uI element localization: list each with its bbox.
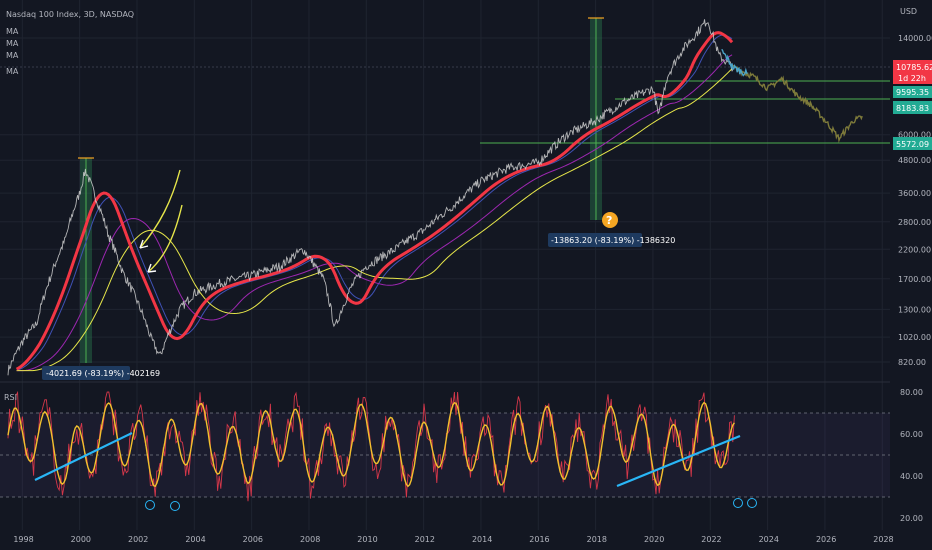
rsi-ma-line: [7, 401, 735, 488]
price-tick-label: 4800.00: [898, 156, 931, 165]
level1-tag: 9595.35: [893, 86, 932, 98]
arrow-head-2: [147, 263, 157, 273]
chart-title: Nasdaq 100 Index, 3D, NASDAQ: [6, 10, 134, 19]
time-tick-label: 2014: [472, 535, 492, 544]
level2-tag: 8183.83: [893, 101, 932, 114]
time-tick-label: 2008: [300, 535, 320, 544]
rsi-circle-annotation: [733, 498, 743, 508]
rsi-tick-label: 20.00: [900, 514, 923, 523]
yellow-arrow-2: [147, 204, 183, 273]
measurement-label-1: -4021.69 (-83.19%) -402169: [42, 366, 160, 380]
time-tick-label: 2020: [644, 535, 664, 544]
svg-text:?: ?: [606, 214, 612, 227]
time-tick-label: 2012: [415, 535, 435, 544]
rsi-label[interactable]: RSI: [4, 393, 17, 402]
measurement-text-2: -13863.20 (-83.19%) -1386320: [551, 236, 675, 245]
level-lines: [0, 66, 890, 144]
grid: [0, 0, 890, 530]
price-tick-label: 820.00: [898, 358, 926, 367]
rsi-circle-annotation: [145, 500, 155, 510]
indicator-ma-3[interactable]: MA: [6, 51, 19, 60]
price-tick-label: 1700.00: [898, 275, 931, 284]
price-tick-label: 6000.00: [898, 131, 931, 140]
price-tick-label: 1020.00: [898, 333, 931, 342]
countdown-value: 1d 22h: [898, 74, 926, 83]
price-tick-label: 3600.00: [898, 189, 931, 198]
indicator-ma-1[interactable]: MA: [6, 27, 19, 36]
currency-label: USD: [900, 7, 917, 16]
rsi-pane[interactable]: [0, 390, 890, 511]
annotations: [139, 169, 183, 273]
question-mark-icon: ?: [602, 212, 618, 228]
indicator-ma-2[interactable]: MA: [6, 39, 19, 48]
time-tick-label: 2016: [529, 535, 549, 544]
rsi-trendline-1: [34, 432, 133, 481]
rsi-tick-label: 60.00: [900, 430, 923, 439]
ma-yellow-line: [16, 68, 733, 372]
time-tick-label: 2026: [816, 535, 836, 544]
rsi-tick-label: 40.00: [900, 472, 923, 481]
level1-value: 9595.35: [896, 88, 929, 97]
projection-line: [732, 64, 863, 144]
price-tick-label: 2200.00: [898, 245, 931, 254]
level2-value: 8183.83: [896, 104, 929, 113]
projection-series: [721, 48, 863, 144]
time-tick-label: 2004: [185, 535, 205, 544]
current-price-value: 10785.62: [896, 63, 932, 72]
time-tick-label: 2028: [873, 535, 893, 544]
time-tick-label: 2000: [71, 535, 91, 544]
rsi-axis[interactable]: 80.00 60.00 40.00 20.00: [900, 388, 923, 523]
level3-tag: 5572.09: [893, 137, 932, 150]
price-tick-label: 14000.00: [898, 34, 932, 43]
ma-red-line: [15, 31, 734, 371]
time-tick-label: 1998: [13, 535, 33, 544]
price-axis[interactable]: 14000.00 6000.00 4800.00 3600.00 2800.00 2200…: [898, 34, 932, 367]
rsi-circle-annotation: [170, 501, 180, 511]
time-tick-label: 2002: [128, 535, 148, 544]
time-tick-label: 2022: [701, 535, 721, 544]
rsi-circle-annotation: [747, 498, 757, 508]
time-axis[interactable]: 1998 2000 2002 2004 2006 2008 2010 2012 2014 2016…: [13, 535, 893, 544]
measurement-text-1: -4021.69 (-83.19%) -402169: [46, 369, 160, 378]
level3-value: 5572.09: [896, 140, 929, 149]
price-series[interactable]: [7, 19, 734, 376]
arrow-head-1: [139, 239, 149, 249]
measure-boxes: [78, 17, 604, 363]
rsi-trendline-2: [616, 434, 741, 488]
time-tick-label: 2018: [587, 535, 607, 544]
moving-averages: [15, 31, 734, 372]
indicator-ma-4[interactable]: MA: [6, 67, 19, 76]
projection-start-line: [721, 48, 748, 77]
price-line: [7, 19, 734, 376]
ma-blue-line: [16, 34, 733, 371]
measurement-label-2: -13863.20 (-83.19%) -1386320: [548, 233, 675, 247]
current-price-tag: 10785.62 1d 22h: [893, 60, 932, 84]
time-tick-label: 2006: [243, 535, 263, 544]
price-tick-label: 1300.00: [898, 305, 931, 314]
price-tick-label: 2800.00: [898, 218, 931, 227]
time-tick-label: 2024: [759, 535, 779, 544]
rsi-tick-label: 80.00: [900, 388, 923, 397]
yellow-arrow-1: [139, 169, 181, 249]
time-tick-label: 2010: [357, 535, 377, 544]
